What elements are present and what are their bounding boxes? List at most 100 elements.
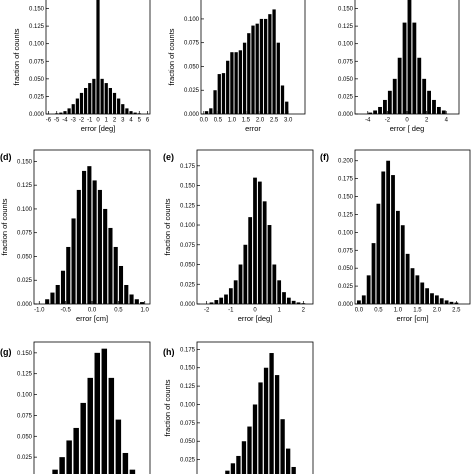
x-tick-label: 2: [302, 308, 306, 314]
histogram-bar: [52, 469, 58, 474]
y-tick-label: 0.050: [29, 77, 45, 83]
y-axis-label: fraction of counts: [167, 28, 176, 85]
x-tick-label: 2: [425, 118, 429, 124]
chart-panel-3: 0.000 0.025 0.050 0.075 0.100 0.125 0.150 -4 -2 0…: [338, 0, 460, 133]
x-tick-label: 3: [121, 118, 125, 124]
histogram-bar: [79, 92, 84, 114]
histogram-bar: [115, 419, 122, 474]
panel-label: (g): [0, 347, 12, 357]
y-tick-label: 0.050: [17, 254, 33, 260]
histogram-bar: [88, 83, 92, 114]
histogram-bar: [441, 110, 446, 114]
x-tick-label: 0.5: [374, 308, 383, 314]
x-tick-label: 0.0: [200, 118, 209, 124]
histogram-bar: [436, 106, 441, 114]
histogram-bar: [213, 90, 217, 114]
y-axis-label: fraction of counts: [12, 28, 21, 85]
y-axis-label: fraction of counts: [163, 198, 172, 255]
histogram-bar: [122, 452, 129, 474]
histogram-bar: [252, 404, 258, 474]
histogram-bar: [118, 265, 124, 304]
histogram-bar: [267, 225, 272, 304]
x-tick-label: 0: [96, 118, 100, 124]
y-tick-label: 0.000: [184, 112, 200, 118]
histogram-bar: [80, 402, 86, 474]
histogram-bar: [425, 288, 430, 304]
y-tick-label: 0.000: [29, 112, 45, 118]
histogram-bar: [66, 246, 71, 304]
panel-label: (d): [0, 152, 12, 162]
histogram-bar: [286, 297, 291, 304]
histogram-bar: [71, 104, 75, 114]
histogram-bar: [439, 298, 444, 304]
y-tick-label: 0.100: [184, 17, 200, 23]
histogram-bar: [242, 42, 247, 114]
plot-frame: [33, 341, 151, 474]
x-tick-label: 2.0: [256, 118, 265, 124]
y-tick-label: 0.150: [338, 7, 354, 13]
histogram-bar: [248, 217, 253, 304]
histogram-bar: [449, 301, 454, 304]
histogram-bar: [97, 189, 102, 304]
histogram-bar: [277, 280, 282, 304]
chart-panel-7: 0.025 0.050 0.075 0.100 0.125 0.150 (g): [0, 341, 151, 474]
histogram-bar: [258, 382, 263, 474]
y-tick-label: 0.175: [180, 164, 196, 170]
histogram-bar: [392, 78, 397, 114]
y-tick-label: 0.150: [180, 184, 196, 190]
y-tick-label: 0.025: [29, 94, 45, 100]
histogram-bar: [100, 78, 104, 114]
histogram-bar: [391, 175, 395, 304]
histogram-bar: [427, 90, 431, 114]
histogram-bar: [296, 302, 301, 304]
histogram-bar: [59, 112, 63, 114]
histogram-bar: [204, 111, 209, 114]
histogram-bar: [257, 181, 262, 304]
histogram-bar: [82, 170, 87, 304]
y-tick-label: 0.000: [338, 112, 354, 118]
x-tick-label: -1: [228, 308, 234, 314]
panel-label: (h): [163, 347, 175, 357]
plot-frame: [196, 341, 314, 474]
x-tick-label: 0.0: [355, 308, 364, 314]
y-tick-label: 0.025: [180, 458, 196, 464]
y-tick-label: 0.200: [338, 159, 354, 165]
histogram-bar: [103, 208, 108, 304]
histogram-bar: [214, 300, 219, 304]
y-tick-label: 0.125: [180, 384, 196, 390]
y-axis-label: fraction of counts: [163, 379, 172, 436]
histogram-bar: [87, 377, 93, 474]
y-tick-label: 0.175: [338, 177, 354, 183]
y-tick-label: 0.150: [17, 351, 33, 357]
histogram-bar: [133, 112, 137, 114]
histogram-bar: [230, 52, 234, 114]
y-tick-label: 0.125: [29, 24, 45, 30]
histogram-bar: [108, 87, 112, 114]
histogram-bar: [412, 22, 417, 114]
histogram-bar: [402, 22, 407, 114]
y-tick-label: 0.175: [180, 347, 196, 353]
histogram-bar: [129, 294, 134, 304]
histogram-bar: [238, 264, 243, 304]
y-tick-label: 0.100: [338, 230, 354, 236]
histogram-bar: [264, 18, 268, 114]
plot-frame: [354, 0, 460, 115]
x-axis-label: error [deg]: [238, 314, 273, 323]
histogram-bar: [430, 293, 434, 304]
histogram-bar: [243, 244, 248, 304]
bar-group: [52, 348, 136, 474]
histogram-bar: [400, 225, 405, 304]
histogram-bar: [92, 180, 97, 304]
histogram-bar: [276, 42, 280, 114]
plot-frame: [33, 149, 151, 305]
y-tick-label: 0.100: [180, 223, 196, 229]
x-tick-label: 1: [277, 308, 281, 314]
x-tick-label: 0: [405, 118, 409, 124]
histogram-bar: [361, 295, 366, 304]
y-tick-label: 0.150: [338, 195, 354, 201]
histogram-bar: [101, 348, 108, 474]
y-tick-label: 0.075: [184, 41, 200, 47]
histogram-bar: [291, 466, 296, 474]
histogram-bar: [282, 292, 286, 304]
chart-panel-5: 0.000 0.025 0.050 0.075 0.100 0.125 0.150 0.175…: [163, 149, 314, 323]
